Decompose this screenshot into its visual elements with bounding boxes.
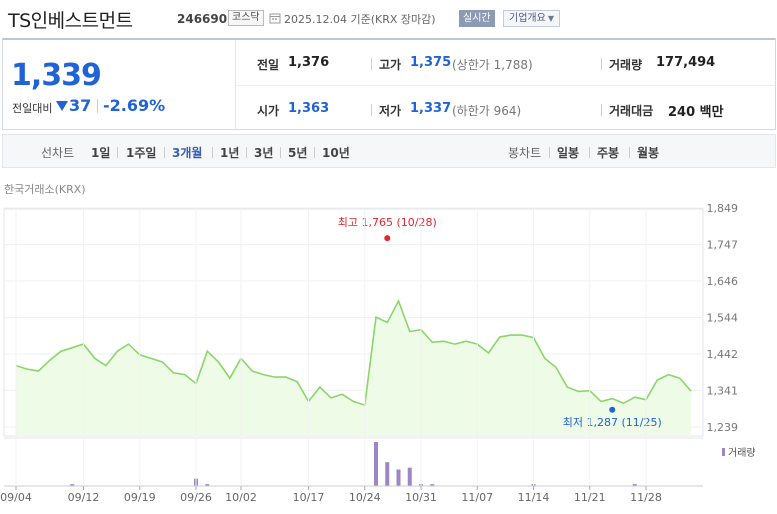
row-divider [236, 85, 775, 86]
price-area [16, 301, 691, 436]
low-value: 1,337 [410, 101, 452, 116]
tab-10y[interactable]: 10년 [322, 146, 350, 160]
tab-divider [549, 147, 550, 158]
max-marker [384, 235, 391, 242]
tab-daily[interactable]: 일봉 [557, 146, 580, 160]
price-summary-panel: 1,339 전일대비 37 -2.69% 전일 1,376 고가 1,375 (… [2, 38, 776, 130]
upper-limit: (상한가 1,788) [452, 58, 533, 72]
volume-bar [430, 484, 435, 486]
tab-monthly[interactable]: 월봉 [637, 146, 660, 160]
x-tick-label: 11/14 [518, 491, 550, 504]
prev-close-label: 전일 [257, 58, 280, 72]
stock-name[interactable]: TS인베스트먼트 [8, 10, 133, 32]
volume-bar [632, 484, 637, 486]
min-marker [609, 406, 616, 413]
stock-code: 246690 [177, 12, 228, 26]
min-label: 최저 1,287 (11/25) [563, 416, 662, 429]
tab-divider [589, 147, 590, 158]
tab-divider [629, 147, 630, 158]
change-label: 전일대비 [12, 102, 53, 115]
exchange-label: 한국거래소(KRX) [4, 183, 86, 196]
max-label: 최고 1,765 (10/28) [338, 216, 437, 229]
change-value: 37 [69, 96, 92, 115]
volume-bar [374, 442, 378, 486]
lower-limit: (하한가 964) [452, 104, 522, 118]
cell-divider [601, 104, 602, 116]
period-tab-bar: 선차트 1일 1주일 3개월 1년 3년 5년 10년 봉차트 일봉 주봉 월봉 [2, 134, 776, 168]
calendar-icon [269, 13, 281, 24]
line-chart-label: 선차트 [41, 146, 75, 160]
tab-3y[interactable]: 3년 [254, 146, 274, 160]
price-chart[interactable]: 1,849 1,747 1,646 1,544 1,442 1,341 1,239 최고 1,… [0, 196, 777, 514]
tab-divider [246, 147, 247, 158]
high-value: 1,375 [410, 55, 452, 70]
y-tick-label: 1,341 [707, 384, 739, 397]
company-overview-button[interactable]: 기업개요 ▼ [503, 10, 560, 27]
volume-bar [70, 484, 75, 486]
x-tick-label: 09/26 [180, 491, 212, 504]
x-tick-label: 10/31 [405, 491, 437, 504]
x-tick-label: 11/21 [574, 491, 606, 504]
date-info: 2025.12.04 기준(KRX 장마감) [284, 13, 436, 26]
tab-divider [164, 147, 165, 158]
price-line [15, 299, 692, 407]
x-tick-label: 11/07 [461, 491, 493, 504]
tab-divider [314, 147, 315, 158]
high-label: 고가 [379, 58, 402, 72]
y-tick-label: 1,544 [707, 312, 739, 325]
tab-1y[interactable]: 1년 [220, 146, 240, 160]
volume-bar [396, 469, 401, 486]
x-tick-label: 09/04 [0, 491, 32, 504]
tab-1w[interactable]: 1주일 [126, 146, 157, 160]
x-tick-label: 09/19 [124, 491, 156, 504]
volume-bar [407, 467, 412, 486]
cell-divider [371, 104, 372, 116]
tab-weekly[interactable]: 주봉 [597, 146, 620, 160]
change-divider [97, 99, 98, 113]
chevron-down-icon: ▼ [547, 14, 554, 23]
stock-header: TS인베스트먼트 246690 코스닥 2025.12.04 기준(KRX 장마… [0, 0, 777, 36]
tab-3m[interactable]: 3개월 [172, 146, 203, 160]
x-tick-label: 11/28 [630, 491, 662, 504]
company-overview-label: 기업개요 [509, 13, 546, 24]
y-tick-label: 1,239 [707, 421, 739, 434]
current-price: 1,339 [11, 58, 102, 93]
open-value: 1,363 [288, 101, 330, 116]
volume-bar [385, 462, 390, 486]
x-tick-label: 09/12 [68, 491, 100, 504]
tab-divider [117, 147, 118, 158]
tab-5y[interactable]: 5년 [288, 146, 308, 160]
volume-legend-swatch [722, 448, 725, 456]
volume-legend-label: 거래량 [728, 447, 756, 459]
market-badge: 코스닥 [228, 10, 264, 26]
y-tick-label: 1,747 [707, 239, 739, 252]
volume-value: 177,494 [656, 55, 716, 70]
change-percent: -2.69% [103, 96, 166, 115]
y-tick-label: 1,442 [707, 348, 739, 361]
cell-divider [371, 58, 372, 70]
tab-divider [212, 147, 213, 158]
tab-divider [280, 147, 281, 158]
amount-label: 거래대금 [609, 104, 654, 118]
realtime-button[interactable]: 실시간 [459, 10, 495, 27]
x-tick-label: 10/02 [225, 491, 257, 504]
open-label: 시가 [257, 104, 280, 118]
y-tick-label: 1,849 [707, 202, 739, 215]
current-price-box: 1,339 전일대비 37 -2.69% [3, 40, 236, 130]
down-arrow-icon [56, 101, 68, 111]
tab-1d[interactable]: 1일 [91, 146, 111, 160]
volume-bar [205, 484, 210, 486]
prev-close-value: 1,376 [288, 55, 330, 70]
low-label: 저가 [379, 104, 402, 118]
x-tick-label: 10/17 [293, 491, 325, 504]
y-tick-label: 1,646 [707, 275, 739, 288]
candle-chart-label: 봉차트 [508, 146, 542, 160]
x-tick-label: 10/24 [349, 491, 381, 504]
cell-divider [601, 58, 602, 70]
amount-value: 240 백만 [668, 105, 724, 120]
volume-label: 거래량 [609, 58, 643, 72]
